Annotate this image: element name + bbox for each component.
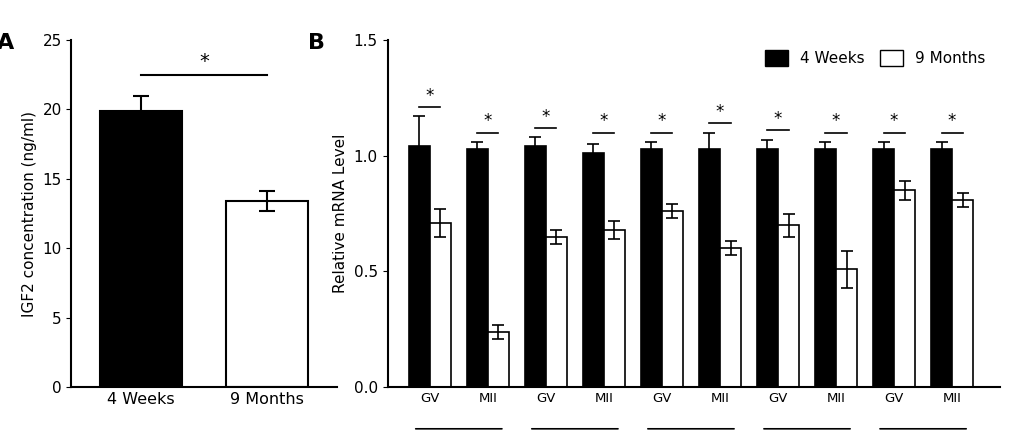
Bar	[640, 149, 661, 387]
Bar	[777, 225, 798, 387]
Bar	[409, 146, 429, 387]
Text: *: *	[715, 103, 723, 121]
Bar	[872, 149, 894, 387]
Y-axis label: Relative mRNA Level: Relative mRNA Level	[333, 134, 347, 293]
Y-axis label: IGF2 concentration (ng/ml): IGF2 concentration (ng/ml)	[21, 111, 37, 316]
Bar	[545, 237, 567, 387]
Legend: 4 Weeks, 9 Months: 4 Weeks, 9 Months	[758, 44, 991, 73]
Bar	[756, 149, 777, 387]
Bar	[487, 332, 508, 387]
Text: *: *	[199, 52, 209, 71]
Text: B: B	[308, 33, 325, 53]
Bar	[603, 230, 625, 387]
Bar	[836, 269, 856, 387]
Text: *: *	[657, 112, 665, 130]
Bar	[661, 211, 683, 387]
Bar	[100, 111, 181, 387]
Bar	[524, 146, 545, 387]
Bar	[226, 201, 308, 387]
Text: *: *	[947, 112, 956, 130]
Bar	[582, 154, 603, 387]
Text: *: *	[599, 112, 607, 130]
Bar	[894, 190, 914, 387]
Text: *: *	[773, 110, 782, 128]
Bar	[719, 248, 741, 387]
Text: *: *	[541, 108, 549, 125]
Text: *: *	[889, 112, 898, 130]
Bar	[429, 223, 450, 387]
Text: A: A	[0, 33, 14, 53]
Text: *: *	[483, 112, 491, 130]
Text: *: *	[832, 112, 840, 130]
Text: *: *	[425, 87, 433, 105]
Bar	[814, 149, 836, 387]
Bar	[698, 149, 719, 387]
Bar	[951, 200, 972, 387]
Bar	[930, 149, 951, 387]
Bar	[467, 149, 487, 387]
